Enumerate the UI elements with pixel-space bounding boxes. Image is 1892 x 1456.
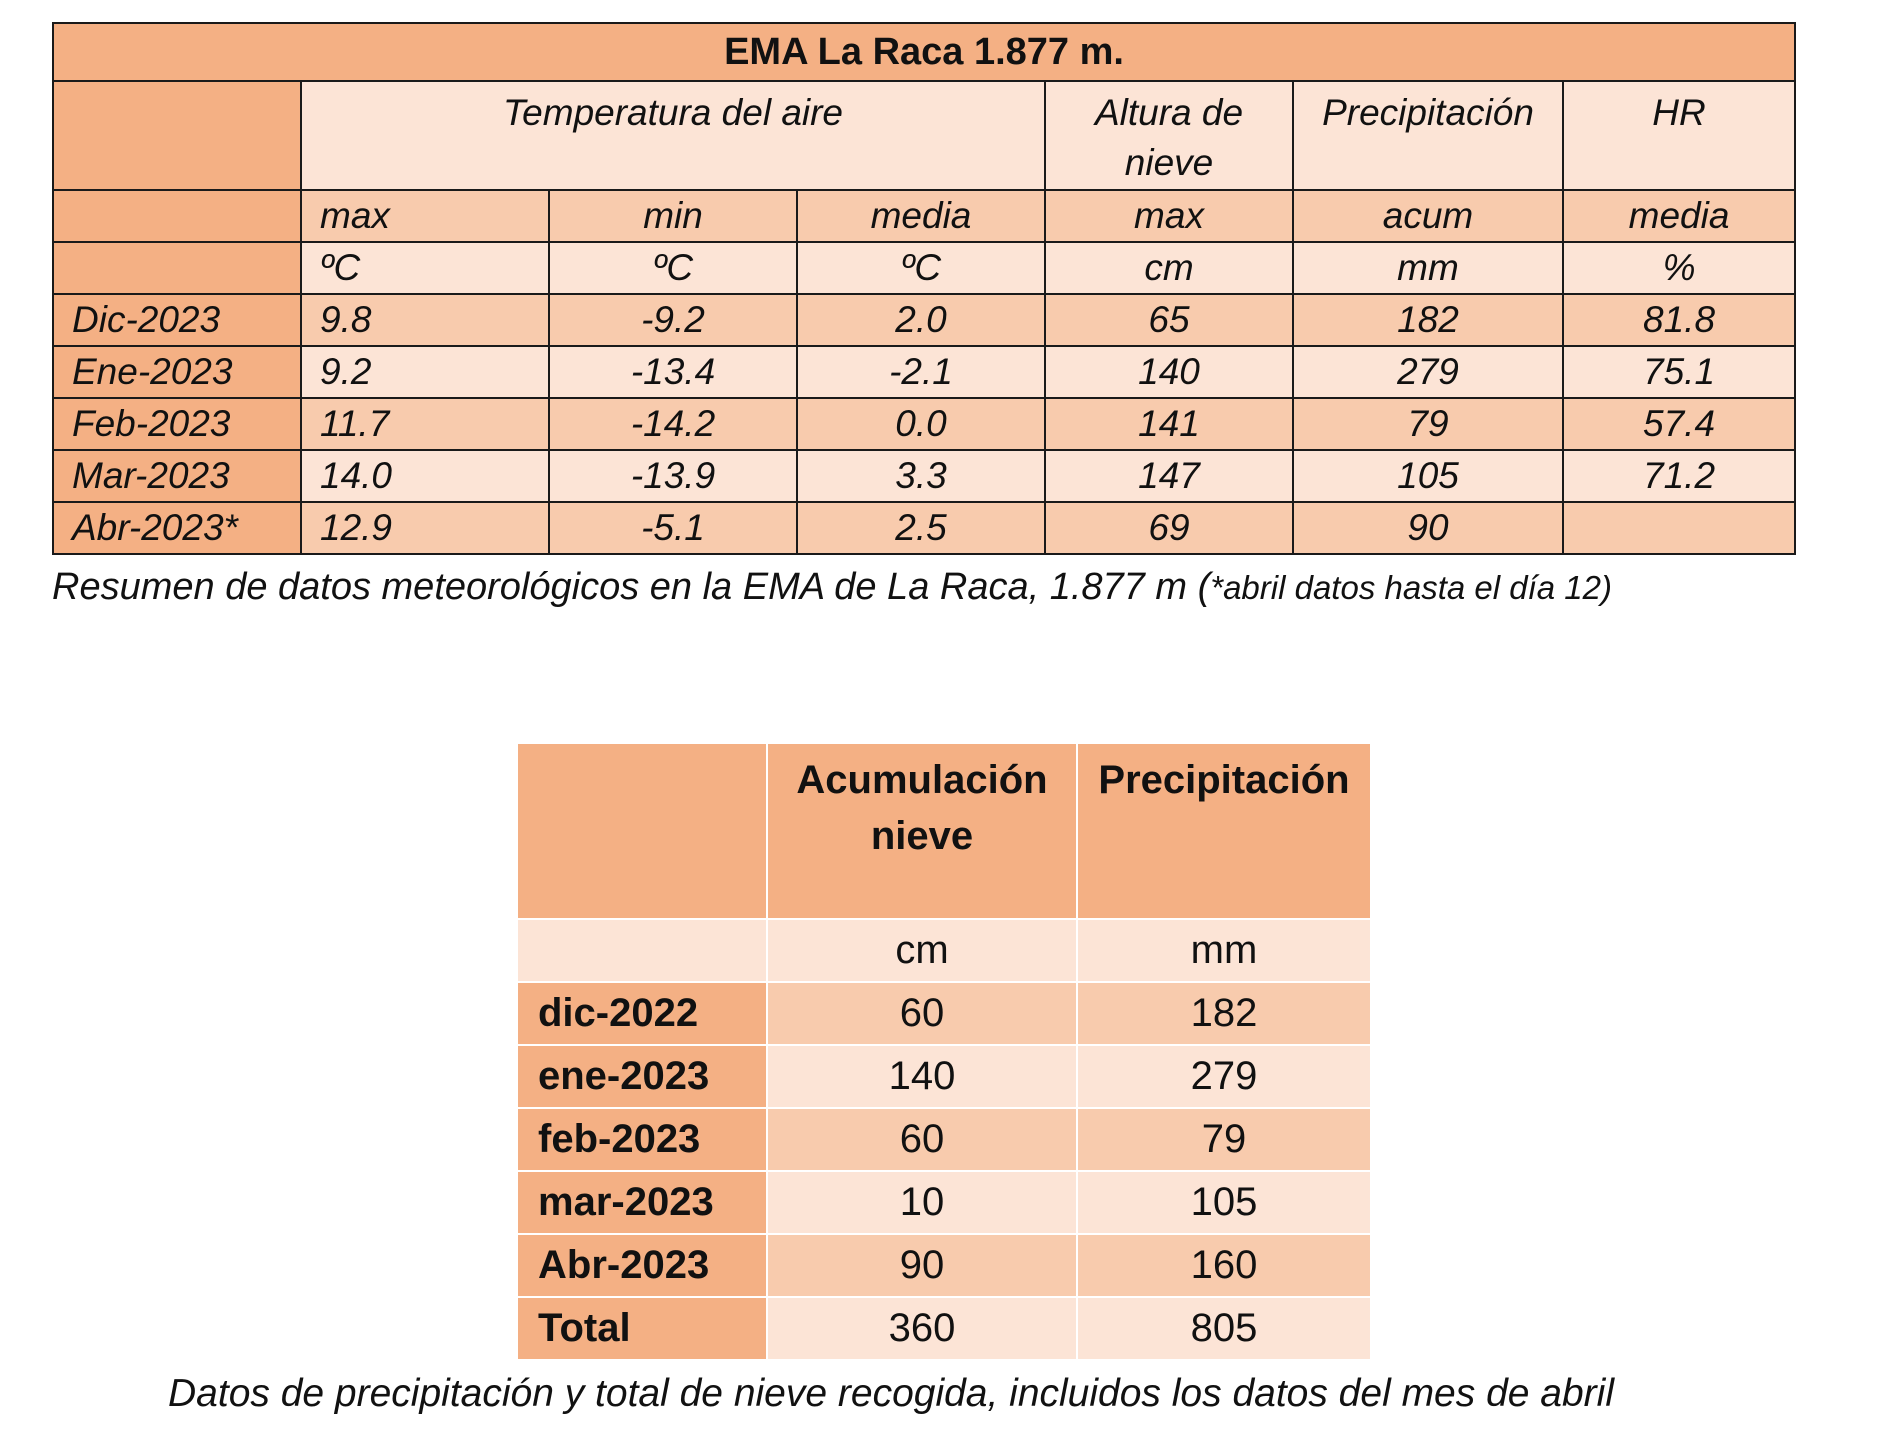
subheader-cell: media bbox=[796, 189, 1046, 243]
row-label: dic-2022 bbox=[516, 981, 768, 1046]
cell-temp-max: 12.9 bbox=[300, 501, 550, 555]
cell-nieve: 90 bbox=[766, 1233, 1078, 1298]
cell-temp-media: -2.1 bbox=[796, 345, 1046, 399]
cell-hr-media: 75.1 bbox=[1561, 345, 1797, 399]
cell-nieve-max: 140 bbox=[1044, 345, 1294, 399]
cell-temp-max: 11.7 bbox=[300, 397, 550, 451]
header-acumulacion-nieve: Acumulación nieve bbox=[766, 742, 1078, 920]
row-label: feb-2023 bbox=[516, 1107, 768, 1172]
table-row: Feb-2023 11.7 -14.2 0.0 141 79 57.4 bbox=[52, 397, 1797, 451]
cell-precip-acum: 79 bbox=[1292, 397, 1564, 451]
cell-hr-media: 71.2 bbox=[1561, 449, 1797, 503]
cell-precip-total: 805 bbox=[1076, 1296, 1372, 1361]
cell-nieve-max: 69 bbox=[1044, 501, 1294, 555]
row-label: Abr-2023 bbox=[516, 1233, 768, 1298]
row-label: Mar-2023 bbox=[52, 449, 302, 503]
row-label: Abr-2023* bbox=[52, 501, 302, 555]
cell-temp-min: -9.2 bbox=[548, 293, 798, 347]
caption-main: Resumen de datos meteorológicos en la EM… bbox=[52, 566, 1211, 608]
row-label: Ene-2023 bbox=[52, 345, 302, 399]
cell-nieve: 60 bbox=[766, 1107, 1078, 1172]
unit-cell: mm bbox=[1292, 241, 1564, 295]
table-row: feb-2023 60 79 bbox=[516, 1107, 1372, 1172]
corner-cell bbox=[52, 80, 302, 191]
total-row: Total 360 805 bbox=[516, 1296, 1372, 1361]
header-precipitacion: Precipitación bbox=[1076, 742, 1372, 920]
header-temperatura: Temperatura del aire bbox=[300, 80, 1046, 191]
table-row: Ene-2023 9.2 -13.4 -2.1 140 279 75.1 bbox=[52, 345, 1797, 399]
cell-precip-acum: 90 bbox=[1292, 501, 1564, 555]
cell-nieve-max: 65 bbox=[1044, 293, 1294, 347]
header-hr: HR bbox=[1561, 80, 1797, 191]
cell-hr-media: 81.8 bbox=[1561, 293, 1797, 347]
cell-precip: 279 bbox=[1076, 1044, 1372, 1109]
cell-precip: 182 bbox=[1076, 981, 1372, 1046]
table-row: ene-2023 140 279 bbox=[516, 1044, 1372, 1109]
unit-label-cell bbox=[52, 241, 302, 295]
table2-caption: Datos de precipitación y total de nieve … bbox=[168, 1372, 1614, 1415]
cell-temp-min: -14.2 bbox=[548, 397, 798, 451]
unit-cell: cm bbox=[766, 918, 1078, 983]
row-label: Feb-2023 bbox=[52, 397, 302, 451]
caption-note: *abril datos hasta el día 12) bbox=[1210, 569, 1612, 606]
cell-precip: 105 bbox=[1076, 1170, 1372, 1235]
cell-temp-media: 2.0 bbox=[796, 293, 1046, 347]
table-row: dic-2022 60 182 bbox=[516, 981, 1372, 1046]
header-nieve: Altura de nieve bbox=[1044, 80, 1294, 191]
cell-precip-acum: 105 bbox=[1292, 449, 1564, 503]
subheader-cell: max bbox=[300, 189, 550, 243]
cell-temp-max: 14.0 bbox=[300, 449, 550, 503]
unit-cell: ºC bbox=[300, 241, 550, 295]
cell-nieve: 10 bbox=[766, 1170, 1078, 1235]
row-label: ene-2023 bbox=[516, 1044, 768, 1109]
cell-precip-acum: 279 bbox=[1292, 345, 1564, 399]
row-label: mar-2023 bbox=[516, 1170, 768, 1235]
row-label: Dic-2023 bbox=[52, 293, 302, 347]
cell-temp-min: -5.1 bbox=[548, 501, 798, 555]
cell-nieve: 140 bbox=[766, 1044, 1078, 1109]
subheader-label-cell bbox=[52, 189, 302, 243]
cell-temp-media: 2.5 bbox=[796, 501, 1046, 555]
weather-summary-table: EMA La Raca 1.877 m. Temperatura del air… bbox=[51, 22, 1797, 555]
subheader-cell: media bbox=[1561, 189, 1797, 243]
unit-cell: ºC bbox=[796, 241, 1046, 295]
cell-temp-min: -13.4 bbox=[548, 345, 798, 399]
cell-temp-min: -13.9 bbox=[548, 449, 798, 503]
subheader-cell: max bbox=[1044, 189, 1294, 243]
cell-temp-max: 9.2 bbox=[300, 345, 550, 399]
cell-temp-max: 9.8 bbox=[300, 293, 550, 347]
cell-nieve-total: 360 bbox=[766, 1296, 1078, 1361]
cell-temp-media: 3.3 bbox=[796, 449, 1046, 503]
table-row: mar-2023 10 105 bbox=[516, 1170, 1372, 1235]
unit-cell: mm bbox=[1076, 918, 1372, 983]
table-title: EMA La Raca 1.877 m. bbox=[51, 22, 1797, 82]
cell-precip: 160 bbox=[1076, 1233, 1372, 1298]
cell-precip-acum: 182 bbox=[1292, 293, 1564, 347]
table1-caption: Resumen de datos meteorológicos en la EM… bbox=[52, 566, 1764, 609]
cell-hr-media: 57.4 bbox=[1561, 397, 1797, 451]
unit-cell: % bbox=[1561, 241, 1797, 295]
cell-nieve: 60 bbox=[766, 981, 1078, 1046]
cell-hr-media bbox=[1561, 501, 1797, 555]
subheader-cell: min bbox=[548, 189, 798, 243]
unit-cell: ºC bbox=[548, 241, 798, 295]
cell-nieve-max: 147 bbox=[1044, 449, 1294, 503]
table-row: Dic-2023 9.8 -9.2 2.0 65 182 81.8 bbox=[52, 293, 1797, 347]
corner-cell bbox=[516, 742, 768, 920]
header-precipitacion: Precipitación bbox=[1292, 80, 1564, 191]
cell-temp-media: 0.0 bbox=[796, 397, 1046, 451]
unit-cell: cm bbox=[1044, 241, 1294, 295]
unit-label-cell bbox=[516, 918, 768, 983]
table-row: Abr-2023* 12.9 -5.1 2.5 69 90 bbox=[52, 501, 1797, 555]
cell-nieve-max: 141 bbox=[1044, 397, 1294, 451]
table-row: Abr-2023 90 160 bbox=[516, 1233, 1372, 1298]
cell-precip: 79 bbox=[1076, 1107, 1372, 1172]
row-label: Total bbox=[516, 1296, 768, 1361]
table-row: Mar-2023 14.0 -13.9 3.3 147 105 71.2 bbox=[52, 449, 1797, 503]
snow-precipitation-table: Acumulación nieve Precipitación cm mm di… bbox=[516, 742, 1372, 1361]
subheader-cell: acum bbox=[1292, 189, 1564, 243]
